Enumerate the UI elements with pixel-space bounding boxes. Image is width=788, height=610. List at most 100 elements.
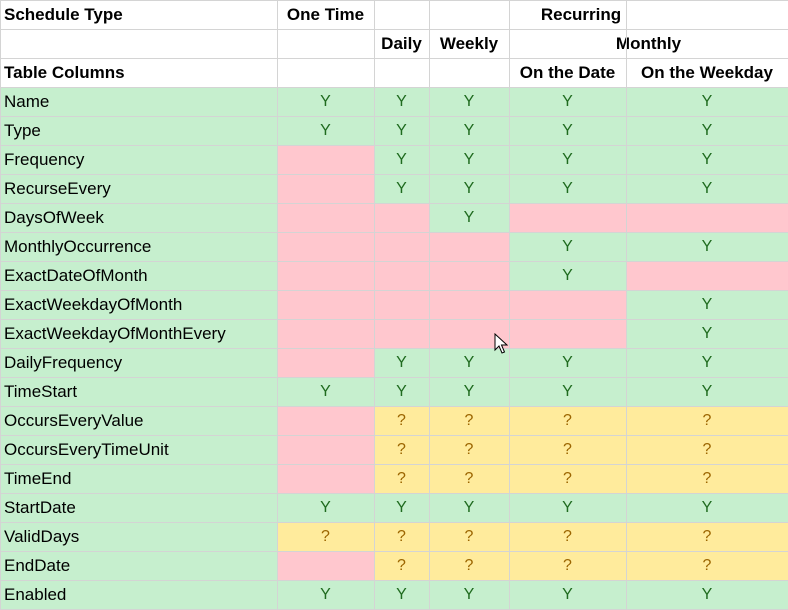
table-cell[interactable]: Y <box>626 319 788 348</box>
table-cell[interactable]: Y <box>509 377 626 406</box>
row-label[interactable]: RecurseEvery <box>0 174 277 203</box>
table-cell[interactable]: Y <box>374 348 429 377</box>
table-cell[interactable]: Y <box>626 493 788 522</box>
table-cell[interactable] <box>277 551 374 580</box>
table-cell[interactable]: Y <box>509 232 626 261</box>
table-cell[interactable]: Y <box>626 580 788 610</box>
row-label[interactable]: OccursEveryTimeUnit <box>0 435 277 464</box>
row-label[interactable]: DailyFrequency <box>0 348 277 377</box>
table-cell[interactable]: Y <box>277 580 374 610</box>
table-cell[interactable]: ? <box>509 435 626 464</box>
table-cell[interactable] <box>374 319 429 348</box>
table-cell[interactable]: Y <box>626 87 788 116</box>
table-cell[interactable] <box>277 319 374 348</box>
table-cell[interactable]: Y <box>429 580 509 610</box>
row-label[interactable]: Enabled <box>0 580 277 610</box>
header-recurring[interactable]: Recurring <box>374 0 788 29</box>
table-cell[interactable]: Y <box>429 203 509 232</box>
table-cell[interactable] <box>374 261 429 290</box>
table-cell[interactable]: Y <box>626 290 788 319</box>
table-cell[interactable]: Y <box>509 174 626 203</box>
row-label[interactable]: MonthlyOccurrence <box>0 232 277 261</box>
table-cell[interactable]: Y <box>509 493 626 522</box>
table-cell[interactable]: ? <box>429 522 509 551</box>
table-cell[interactable]: ? <box>626 551 788 580</box>
table-cell[interactable] <box>277 261 374 290</box>
table-cell[interactable]: Y <box>374 377 429 406</box>
table-cell[interactable] <box>626 261 788 290</box>
table-cell[interactable]: ? <box>509 522 626 551</box>
table-cell[interactable] <box>277 203 374 232</box>
table-cell[interactable]: Y <box>429 145 509 174</box>
table-cell[interactable] <box>277 435 374 464</box>
table-cell[interactable] <box>626 203 788 232</box>
table-cell[interactable]: Y <box>626 174 788 203</box>
table-cell[interactable]: Y <box>429 87 509 116</box>
row-label[interactable]: DaysOfWeek <box>0 203 277 232</box>
row-label[interactable]: Name <box>0 87 277 116</box>
row-label[interactable]: ExactWeekdayOfMonthEvery <box>0 319 277 348</box>
row-label[interactable]: Type <box>0 116 277 145</box>
header-daily[interactable]: Daily <box>374 29 429 58</box>
table-cell[interactable] <box>509 290 626 319</box>
table-cell[interactable]: Y <box>626 116 788 145</box>
table-cell[interactable]: Y <box>429 174 509 203</box>
table-cell[interactable]: Y <box>277 116 374 145</box>
table-cell[interactable]: ? <box>374 406 429 435</box>
table-cell[interactable]: ? <box>429 464 509 493</box>
table-cell[interactable]: Y <box>374 116 429 145</box>
table-cell[interactable]: ? <box>509 551 626 580</box>
table-cell[interactable] <box>374 290 429 319</box>
table-cell[interactable] <box>429 232 509 261</box>
table-cell[interactable] <box>429 290 509 319</box>
row-label[interactable]: ExactWeekdayOfMonth <box>0 290 277 319</box>
table-cell[interactable]: Y <box>509 580 626 610</box>
table-cell[interactable]: Y <box>509 87 626 116</box>
header-weekly[interactable]: Weekly <box>429 29 509 58</box>
table-cell[interactable]: Y <box>429 377 509 406</box>
table-cell[interactable]: Y <box>509 261 626 290</box>
header-one-time[interactable]: One Time <box>277 0 374 29</box>
table-cell[interactable]: ? <box>277 522 374 551</box>
table-cell[interactable]: ? <box>429 435 509 464</box>
table-cell[interactable]: Y <box>374 145 429 174</box>
table-cell[interactable] <box>277 232 374 261</box>
row-label[interactable]: TimeStart <box>0 377 277 406</box>
table-cell[interactable]: ? <box>429 551 509 580</box>
table-cell[interactable]: Y <box>626 145 788 174</box>
table-cell[interactable]: Y <box>626 377 788 406</box>
header-monthly[interactable]: Monthly <box>509 29 788 58</box>
table-cell[interactable]: Y <box>374 87 429 116</box>
table-cell[interactable] <box>277 290 374 319</box>
table-cell[interactable]: Y <box>626 232 788 261</box>
table-cell[interactable]: Y <box>277 377 374 406</box>
table-cell[interactable]: Y <box>374 493 429 522</box>
header-on-the-weekday[interactable]: On the Weekday <box>626 58 788 87</box>
header-on-the-date[interactable]: On the Date <box>509 58 626 87</box>
table-cell[interactable]: Y <box>374 174 429 203</box>
row-label[interactable]: Frequency <box>0 145 277 174</box>
row-label[interactable]: ExactDateOfMonth <box>0 261 277 290</box>
row-label[interactable]: StartDate <box>0 493 277 522</box>
table-cell[interactable] <box>509 203 626 232</box>
table-cell[interactable]: ? <box>626 464 788 493</box>
row-label[interactable]: OccursEveryValue <box>0 406 277 435</box>
table-cell[interactable]: Y <box>429 348 509 377</box>
table-cell[interactable]: Y <box>429 116 509 145</box>
table-cell[interactable]: ? <box>509 464 626 493</box>
header-schedule-type[interactable]: Schedule Type <box>0 0 277 29</box>
table-cell[interactable] <box>277 174 374 203</box>
table-cell[interactable]: ? <box>429 406 509 435</box>
table-cell[interactable] <box>429 261 509 290</box>
table-cell[interactable]: Y <box>374 580 429 610</box>
table-cell[interactable] <box>277 348 374 377</box>
table-cell[interactable]: ? <box>374 522 429 551</box>
table-cell[interactable]: ? <box>626 435 788 464</box>
table-cell[interactable]: Y <box>429 493 509 522</box>
table-cell[interactable] <box>277 145 374 174</box>
table-cell[interactable]: Y <box>509 348 626 377</box>
table-cell[interactable]: Y <box>277 493 374 522</box>
table-cell[interactable]: ? <box>626 406 788 435</box>
table-cell[interactable]: ? <box>626 522 788 551</box>
